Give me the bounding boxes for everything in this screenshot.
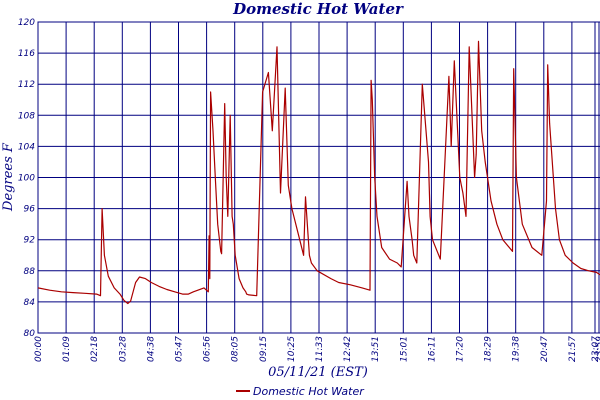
x-tick-label: 13:51 <box>371 336 381 362</box>
x-axis-label: 05/11/21 (EST) <box>268 365 368 380</box>
y-tick-label: 100 <box>18 174 35 184</box>
x-tick-label: 09:15 <box>259 336 269 362</box>
x-tick-label: 23:07 <box>591 336 600 362</box>
x-tick-label: 11:33 <box>315 336 325 362</box>
x-tick-label: 20:47 <box>540 336 550 362</box>
y-tick-label: 112 <box>18 80 35 90</box>
y-tick-label: 120 <box>18 18 35 28</box>
series-line-domestic-hot-water <box>37 40 600 305</box>
x-tick-label: 10:25 <box>287 336 297 362</box>
y-tick-label: 88 <box>24 267 36 277</box>
y-tick-label: 80 <box>24 329 36 339</box>
plot-area: 80 84 88 92 96 100 104 108 112 116 120 00:00 01:09 02… <box>18 18 600 362</box>
x-tick-label: 02:18 <box>90 336 100 362</box>
y-tick-label: 108 <box>18 111 35 121</box>
legend: Domestic Hot Water <box>236 385 365 398</box>
y-tick-label: 96 <box>24 205 36 215</box>
legend-label: Domestic Hot Water <box>253 385 365 398</box>
x-tick-label: 15:01 <box>399 336 409 362</box>
y-tick-label: 104 <box>18 142 35 152</box>
x-tick-label: 00:00 <box>34 336 44 362</box>
y-axis-label: Degrees F <box>1 142 16 212</box>
x-tick-label: 08:05 <box>231 336 241 362</box>
y-tick-label: 84 <box>24 298 36 308</box>
x-tick-label: 17:20 <box>456 336 466 362</box>
x-tick-label: 19:38 <box>512 336 522 362</box>
y-tick-label: 92 <box>24 236 36 246</box>
x-tick-label: 06:56 <box>203 336 213 362</box>
x-tick-label: 12:42 <box>343 336 353 362</box>
x-tick-label: 05:47 <box>175 336 185 362</box>
x-tick-label: 18:29 <box>484 336 494 362</box>
y-tick-label: 116 <box>18 49 35 59</box>
x-tick-label: 16:11 <box>427 336 437 362</box>
plot-border <box>37 21 600 334</box>
x-tick-label: 03:28 <box>118 336 128 362</box>
x-tick-label: 04:38 <box>146 336 156 362</box>
x-tick-label: 01:09 <box>62 336 72 362</box>
x-tick-label: 21:57 <box>568 336 578 362</box>
chart-title: Domestic Hot Water <box>232 0 404 18</box>
x-tick-label: 23:59 <box>595 336 600 362</box>
